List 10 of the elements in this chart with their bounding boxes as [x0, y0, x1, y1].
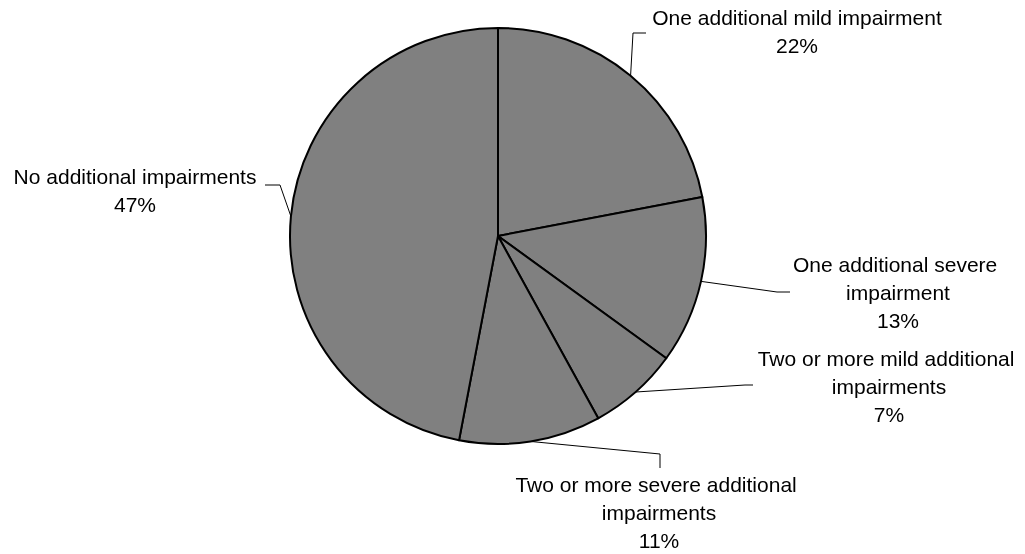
slice-label: One additional mild impairment — [652, 5, 942, 29]
data-label: 7% — [873, 402, 905, 426]
slice-label: No additional impairments — [13, 164, 257, 188]
slice-label: Two or more severe additional impairments — [515, 472, 803, 524]
data-label: 11% — [638, 528, 680, 552]
data-label: 22% — [775, 33, 819, 57]
data-label: 13% — [876, 308, 920, 332]
data-label: 47% — [113, 192, 157, 216]
slice-label: One additional severe impairment — [792, 252, 1004, 304]
slice-label: Two or more mild additional impairments — [757, 346, 1021, 398]
